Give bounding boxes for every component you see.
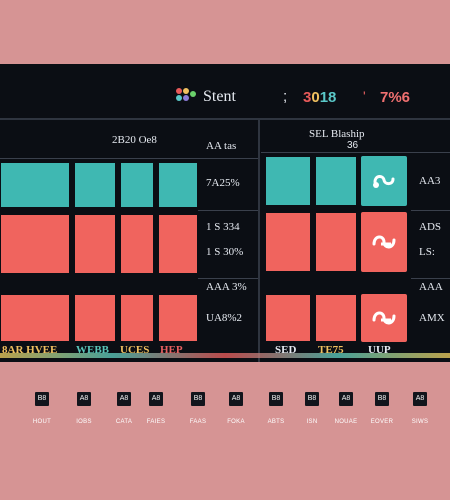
dashboard-panel: Stent ; 3018 ' 7%6 2B20 Oe8 AA tas 7A25%… [0, 64, 450, 362]
nav-item[interactable]: B8 ISN [292, 392, 332, 425]
grid-cell[interactable] [265, 156, 311, 206]
flow-icon-tile[interactable] [361, 294, 407, 342]
nav-item[interactable]: B8 ABTS [256, 392, 296, 425]
row-label: AA tas [206, 140, 237, 152]
nav-icon: A8 [413, 392, 427, 406]
flow-icon [372, 311, 396, 325]
nav-icon: B8 [191, 392, 205, 406]
flow-icon [373, 175, 395, 188]
grid-cell[interactable] [158, 294, 198, 342]
nav-icon: B8 [375, 392, 389, 406]
nav-icon: A8 [117, 392, 131, 406]
left-pane-title: 2B20 Oe8 [112, 134, 157, 146]
nav-item[interactable]: B8 FAAS [178, 392, 218, 425]
grid-cell[interactable] [315, 212, 357, 272]
header-dot: ' [363, 88, 366, 104]
row-label: UA8%2 [206, 312, 243, 324]
grid-cell[interactable] [158, 162, 198, 208]
row-label: ADS [419, 221, 442, 233]
nav-icon: A8 [229, 392, 243, 406]
flow-icon-tile[interactable] [361, 212, 407, 272]
app-title: Stent [203, 88, 236, 105]
grid-cell[interactable] [0, 294, 70, 342]
flow-icon-tile[interactable] [361, 156, 407, 206]
row-label: 1 S 30% [206, 246, 244, 258]
nav-item[interactable]: A8 FAIES [136, 392, 176, 425]
divider [411, 210, 450, 211]
header-separator: ; [283, 88, 288, 105]
nav-icon: A8 [339, 392, 353, 406]
nav-item[interactable]: A8 NOUAE [326, 392, 366, 425]
left-pane: 2B20 Oe8 AA tas 7A25% 1 S 334 1 S 30% AA… [0, 118, 260, 362]
nav-item[interactable]: A8 SIWS [400, 392, 440, 425]
row-label: AAA 3% [206, 281, 247, 293]
bottom-nav: B8 HOUT A8 IOBS A8 CATA A8 FAIES B8 FAAS A8 FO… [0, 392, 450, 442]
divider [0, 158, 258, 159]
header-value[interactable]: 7%6 [380, 89, 411, 106]
year-display: 3018 [303, 89, 337, 106]
grid-cell[interactable] [74, 162, 116, 208]
grid-cell[interactable] [315, 294, 357, 342]
nav-item[interactable]: B8 HOUT [22, 392, 62, 425]
row-label: 7A25% [206, 177, 240, 189]
row-label: LS: [419, 246, 435, 258]
timeline-strip [0, 353, 450, 358]
grid-cell[interactable] [74, 214, 116, 274]
divider [261, 152, 450, 153]
nav-item[interactable]: B8 EOVER [362, 392, 402, 425]
grid-cell[interactable] [0, 214, 70, 274]
row-label: AMX [419, 312, 445, 324]
grid-cell[interactable] [120, 294, 154, 342]
brand[interactable]: Stent [176, 88, 236, 106]
nav-icon: B8 [35, 392, 49, 406]
grid-cell[interactable] [74, 294, 116, 342]
flow-icon [372, 235, 396, 249]
nav-item[interactable]: A8 FOKA [216, 392, 256, 425]
nav-item[interactable]: A8 IOBS [64, 392, 104, 425]
nav-icon: B8 [269, 392, 283, 406]
grid-cell[interactable] [158, 214, 198, 274]
grid-cell[interactable] [120, 214, 154, 274]
brand-logo-icon [176, 88, 198, 106]
top-bar: Stent ; 3018 ' 7%6 [0, 64, 450, 120]
nav-item[interactable]: A8 CATA [104, 392, 144, 425]
divider [198, 278, 258, 279]
grid-cell[interactable] [265, 212, 311, 272]
grid-cell[interactable] [120, 162, 154, 208]
right-pane: SEL Blaship 36 A [261, 118, 450, 362]
row-label: AAA [419, 281, 443, 293]
divider [411, 278, 450, 279]
grid-cell[interactable] [315, 156, 357, 206]
row-label: 1 S 334 [206, 221, 240, 233]
nav-icon: A8 [77, 392, 91, 406]
grid-cell[interactable] [265, 294, 311, 342]
grid-cell[interactable] [0, 162, 70, 208]
right-pane-subtitle: 36 [347, 140, 359, 151]
divider [198, 210, 258, 211]
nav-icon: B8 [305, 392, 319, 406]
right-pane-title: SEL Blaship [309, 128, 365, 140]
nav-icon: A8 [149, 392, 163, 406]
row-label: AA3 [419, 175, 441, 187]
